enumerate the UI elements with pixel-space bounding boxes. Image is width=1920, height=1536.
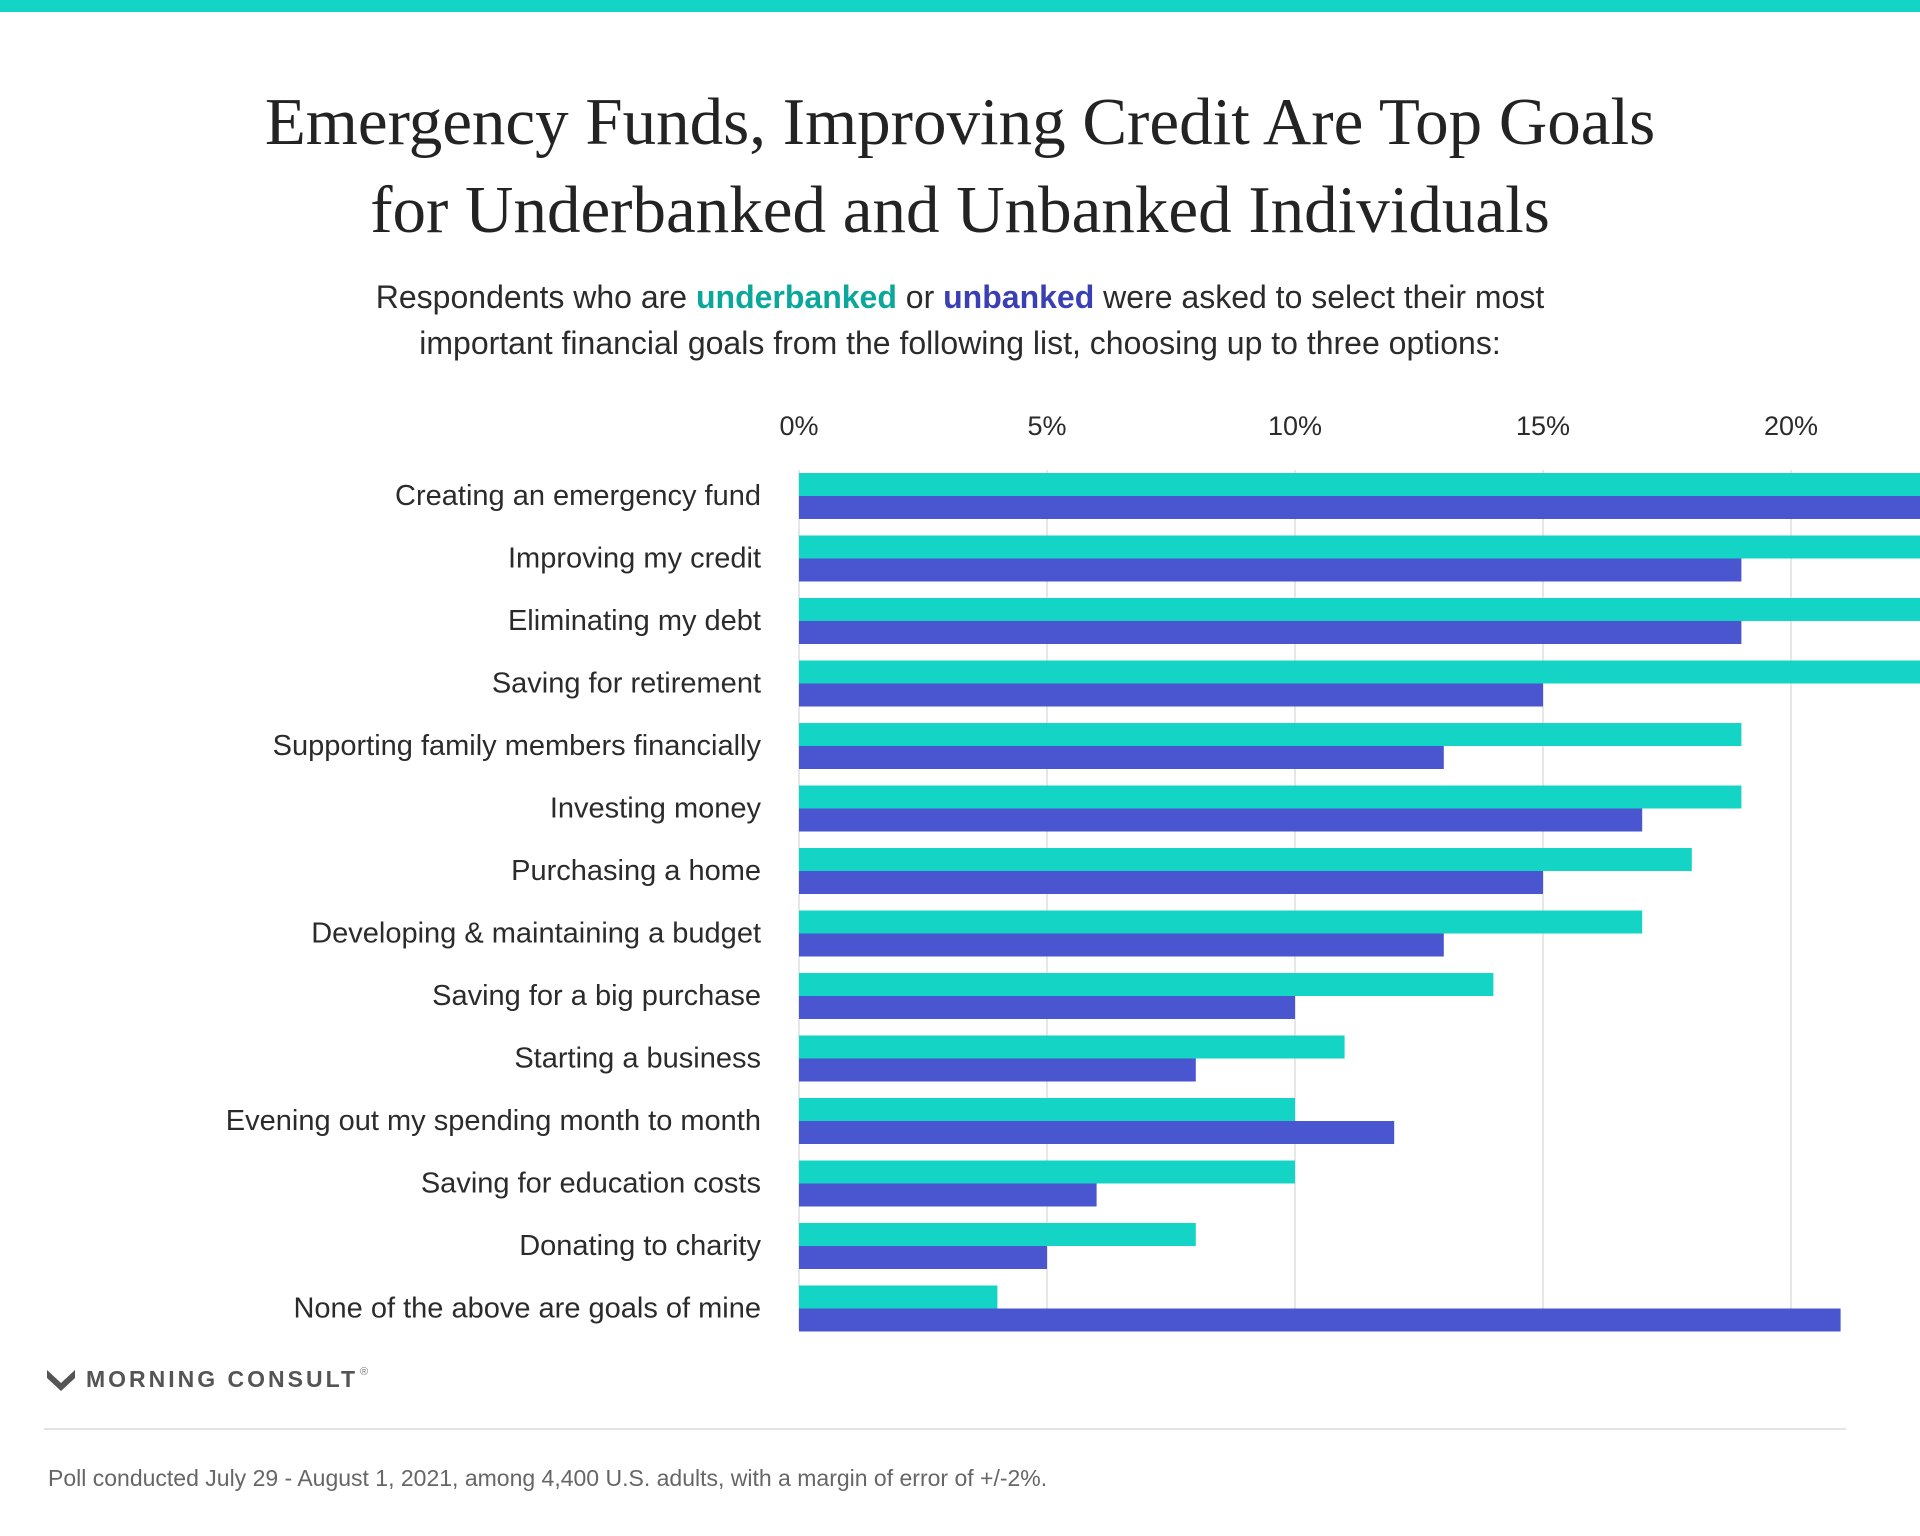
bar-unbanked — [799, 746, 1444, 769]
title-line-2: for Underbanked and Unbanked Individuals — [370, 173, 1550, 247]
bar-unbanked — [799, 496, 1920, 519]
category-label: Creating an emergency fund — [395, 480, 761, 512]
top-accent-bar — [0, 0, 1920, 12]
x-tick-label: 20% — [1764, 411, 1818, 441]
subtitle-text-mid: or — [896, 279, 944, 315]
category-label: Evening out my spending month to month — [226, 1105, 761, 1137]
subtitle-text-pre: Respondents who are — [375, 279, 696, 315]
bar-underbanked — [799, 848, 1692, 871]
bar-unbanked — [799, 1308, 1841, 1332]
category-label: Donating to charity — [519, 1230, 761, 1262]
bar-underbanked — [799, 723, 1742, 746]
bar-unbanked — [799, 1183, 1097, 1207]
category-label: Saving for education costs — [421, 1168, 761, 1200]
category-label: Developing & maintaining a budget — [311, 918, 761, 950]
footer-divider — [44, 1428, 1846, 1430]
bar-underbanked — [799, 1098, 1295, 1121]
bar-unbanked — [799, 808, 1643, 832]
subtitle-text-post: were asked to select their most — [1094, 279, 1545, 315]
bar-underbanked — [799, 535, 1920, 559]
bar-unbanked — [799, 1058, 1196, 1082]
logo-text: MORNING CONSULT — [86, 1366, 359, 1392]
bar-underbanked — [799, 1223, 1196, 1246]
x-tick-label: 10% — [1268, 411, 1322, 441]
bar-unbanked — [799, 1121, 1395, 1144]
chart-title: Emergency Funds, Improving Credit Are To… — [0, 78, 1920, 254]
x-tick-label: 0% — [779, 411, 818, 441]
x-tick-label: 15% — [1516, 411, 1570, 441]
bar-underbanked — [799, 973, 1494, 996]
bar-underbanked — [799, 1160, 1295, 1184]
bar-underbanked — [799, 598, 1920, 621]
bar-underbanked — [799, 1035, 1345, 1059]
bar-underbanked — [799, 785, 1742, 809]
bar-unbanked — [799, 621, 1742, 644]
subtitle-line-2: important financial goals from the follo… — [419, 325, 1501, 361]
bar-unbanked — [799, 1246, 1047, 1269]
bar-unbanked — [799, 996, 1295, 1019]
category-label: Eliminating my debt — [508, 605, 761, 637]
bar-unbanked — [799, 871, 1543, 894]
bar-underbanked — [799, 910, 1643, 934]
bar-underbanked — [799, 660, 1920, 684]
bar-underbanked — [799, 473, 1920, 496]
subtitle-line-1: Respondents who are underbanked or unban… — [0, 274, 1920, 320]
category-label: Improving my credit — [508, 543, 761, 575]
legend-unbanked: unbanked — [943, 279, 1095, 315]
category-label: None of the above are goals of mine — [293, 1293, 761, 1325]
chart-subtitle: Respondents who are underbanked or unban… — [0, 274, 1920, 366]
category-label: Starting a business — [514, 1043, 761, 1075]
poll-footnote: Poll conducted July 29 - August 1, 2021,… — [48, 1465, 1048, 1491]
legend-underbanked: underbanked — [695, 279, 897, 315]
bar-underbanked — [799, 1285, 998, 1309]
morning-consult-logo-icon — [47, 1369, 75, 1391]
category-label: Saving for a big purchase — [432, 980, 761, 1012]
category-label: Saving for retirement — [492, 668, 761, 700]
morning-consult-logo: MORNING CONSULT ® — [46, 1366, 368, 1393]
category-label: Purchasing a home — [511, 855, 761, 887]
category-label: Investing money — [550, 793, 762, 825]
logo-registered-mark: ® — [360, 1366, 369, 1378]
bar-unbanked — [799, 933, 1444, 957]
title-line-1: Emergency Funds, Improving Credit Are To… — [264, 85, 1656, 159]
bar-unbanked — [799, 558, 1742, 582]
category-label: Supporting family members financially — [273, 730, 762, 762]
x-tick-label: 5% — [1027, 411, 1066, 441]
bar-unbanked — [799, 683, 1543, 707]
